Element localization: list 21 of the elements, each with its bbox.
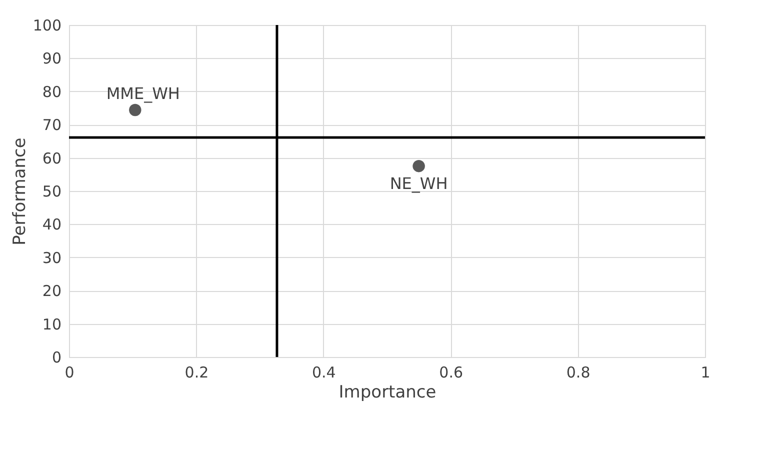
annotation: MME_WH	[106, 84, 180, 103]
y-tick-label: 20	[42, 282, 62, 300]
annotation: NE_WH	[390, 174, 448, 194]
x-tick-label: 0.6	[439, 364, 464, 382]
y-tick-label: 0	[52, 348, 62, 366]
x-tick-label: 0	[64, 364, 74, 382]
x-axis-title: Importance	[338, 382, 436, 402]
y-tick-label: 90	[42, 50, 62, 68]
y-tick-label: 70	[42, 116, 62, 134]
x-tick-label: 0.8	[566, 364, 590, 382]
y-tick-label: 50	[42, 182, 62, 200]
y-tick-label: 10	[42, 315, 62, 334]
y-axis-title: Performance	[10, 138, 30, 246]
y-tick-label: 60	[42, 149, 62, 168]
x-tick-label: 1	[700, 364, 710, 382]
y-tick-label: 80	[42, 82, 62, 101]
y-tick-label: 40	[42, 216, 62, 234]
x-tick-label: 0.4	[312, 364, 336, 382]
x-tick-label: 0.2	[184, 364, 209, 382]
y-tick-label: 30	[42, 248, 62, 267]
y-tick-label: 100	[32, 16, 62, 34]
